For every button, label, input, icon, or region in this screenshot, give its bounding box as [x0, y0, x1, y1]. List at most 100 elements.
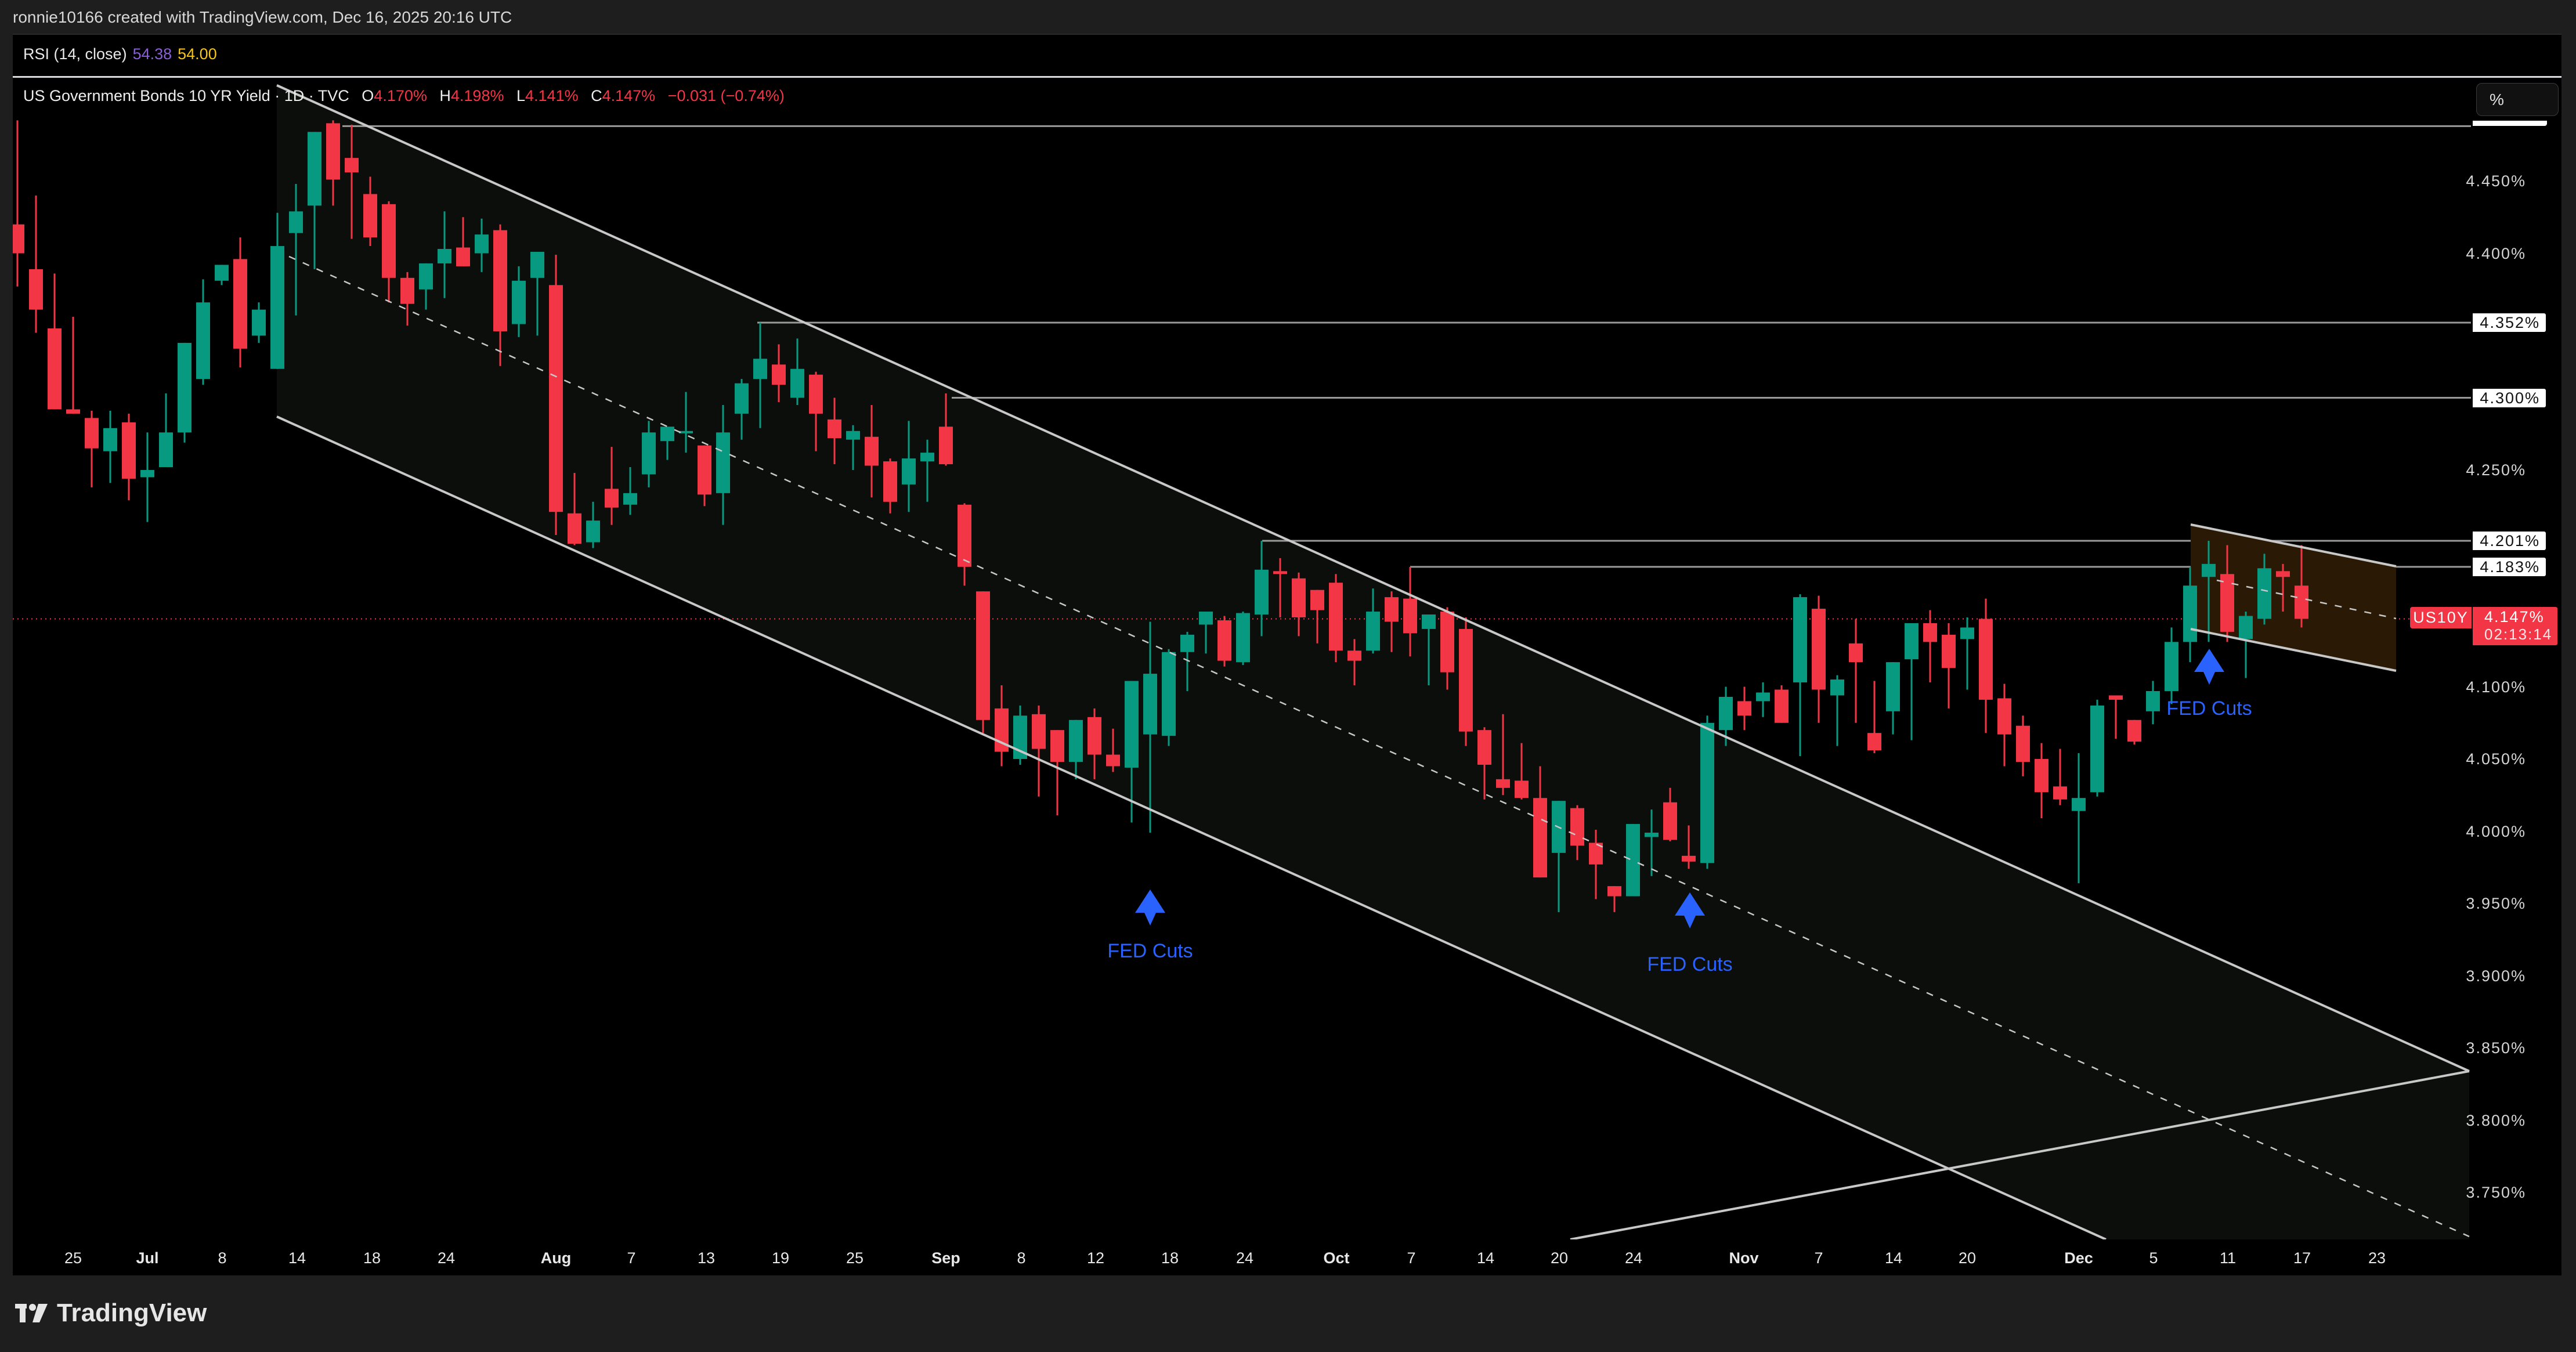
candle: [178, 342, 192, 443]
candle: [1403, 566, 1417, 657]
candle: [1292, 572, 1306, 637]
candle: [642, 421, 656, 487]
candle: [382, 201, 396, 303]
time-tick: 14: [288, 1249, 306, 1267]
time-tick: Nov: [1729, 1249, 1759, 1267]
time-tick: 20: [1550, 1249, 1569, 1267]
rsi-pane[interactable]: RSI (14, close) 54.38 54.00: [13, 35, 2561, 75]
time-tick: Aug: [540, 1249, 572, 1267]
candle: [48, 273, 62, 410]
time-tick: 14: [1476, 1249, 1495, 1267]
price-tick: 4.250%: [2466, 461, 2526, 479]
candle: [2183, 566, 2197, 663]
candle: [1607, 886, 1621, 912]
candle: [698, 445, 711, 507]
symbol-legend: US Government Bonds 10 YR Yield · 1D · T…: [23, 87, 785, 105]
candle: [1217, 616, 1231, 667]
time-tick: 17: [2293, 1249, 2311, 1267]
time-tick: 25: [846, 1249, 864, 1267]
time-tick: 8: [218, 1249, 227, 1267]
time-tick: 24: [437, 1249, 456, 1267]
flag-upper-line[interactable]: [2190, 523, 2397, 567]
pane-separator[interactable]: [13, 76, 2561, 78]
candle: [1775, 685, 1789, 723]
candle: [586, 501, 600, 548]
change-value: −0.031 (−0.74%): [667, 87, 785, 104]
price-tick: 3.800%: [2466, 1111, 2526, 1129]
candle: [13, 120, 24, 287]
candle: [1385, 591, 1399, 652]
price-tick: 3.900%: [2466, 967, 2526, 985]
candle: [1143, 621, 1157, 833]
trendline-drawings[interactable]: [276, 84, 2470, 1239]
channel-upper-line[interactable]: [276, 84, 2470, 1072]
tradingview-logo[interactable]: TradingView: [15, 1299, 207, 1328]
candle: [828, 397, 841, 465]
channel-lower-line[interactable]: [276, 415, 2107, 1239]
candle: [66, 317, 80, 414]
candle: [2165, 627, 2178, 704]
candle: [958, 503, 971, 586]
time-tick: 23: [2368, 1249, 2386, 1267]
low-label: L: [516, 87, 526, 104]
candle: [1199, 612, 1213, 654]
arrow-up-icon: [1675, 892, 1705, 928]
time-tick: 24: [1235, 1249, 1254, 1267]
candle: [753, 323, 767, 428]
fed-cuts-label: FED Cuts: [1647, 953, 1733, 975]
candle: [456, 217, 470, 266]
price-tick: 3.750%: [2466, 1184, 2526, 1201]
candle: [289, 183, 303, 316]
time-tick: 25: [64, 1249, 82, 1267]
candle: [2276, 563, 2290, 612]
candle: [1682, 825, 1696, 869]
candle: [846, 425, 860, 470]
candle: [1663, 787, 1677, 841]
candle: [1867, 681, 1881, 754]
time-tick: 7: [627, 1249, 636, 1267]
candle: [215, 265, 229, 285]
bar-countdown: 02:13:14: [2484, 626, 2553, 643]
candle: [1255, 541, 1269, 637]
top-level-label: [2473, 121, 2547, 126]
candle: [790, 338, 804, 405]
channel-median-line[interactable]: [288, 255, 2470, 1238]
time-tick: 19: [771, 1249, 790, 1267]
candle: [2127, 720, 2141, 745]
candle: [1310, 590, 1324, 644]
candle: [679, 392, 693, 453]
candle: [1515, 743, 1529, 800]
candle: [735, 379, 749, 440]
candle: [1997, 684, 2011, 767]
time-tick: Dec: [2064, 1249, 2093, 1267]
candle: [1069, 720, 1083, 779]
flag-median-line[interactable]: [2216, 579, 2397, 620]
candle: [2016, 715, 2030, 776]
level-label: 4.352%: [2473, 313, 2546, 332]
rsi-label: RSI (14, close): [23, 45, 127, 63]
candle: [549, 254, 563, 536]
price-tick: 3.850%: [2466, 1039, 2526, 1057]
candle: [2053, 749, 2067, 805]
time-tick: 13: [697, 1249, 716, 1267]
symbol-title: US Government Bonds 10 YR Yield · 1D · T…: [23, 87, 349, 104]
candle: [140, 432, 154, 522]
flag-lower-line[interactable]: [2190, 628, 2397, 672]
price-tick: 4.400%: [2466, 244, 2526, 262]
candle: [1125, 681, 1139, 823]
candle: [1737, 686, 1751, 731]
fed-cuts-label: FED Cuts: [2166, 697, 2252, 720]
time-tick: Jul: [136, 1249, 159, 1267]
candle: [103, 410, 117, 483]
low-value: 4.141%: [525, 87, 579, 104]
time-tick: 7: [1814, 1249, 1823, 1267]
last-price-label: 4.147% 02:13:14: [2473, 607, 2557, 645]
scale-unit-button[interactable]: %: [2476, 83, 2559, 116]
candle: [1106, 728, 1120, 772]
price-tick: 4.450%: [2466, 172, 2526, 190]
candle: [1719, 686, 1733, 746]
time-tick: 11: [2219, 1249, 2237, 1267]
rising-trend-line[interactable]: [1570, 1070, 2470, 1239]
high-value: 4.198%: [450, 87, 504, 104]
